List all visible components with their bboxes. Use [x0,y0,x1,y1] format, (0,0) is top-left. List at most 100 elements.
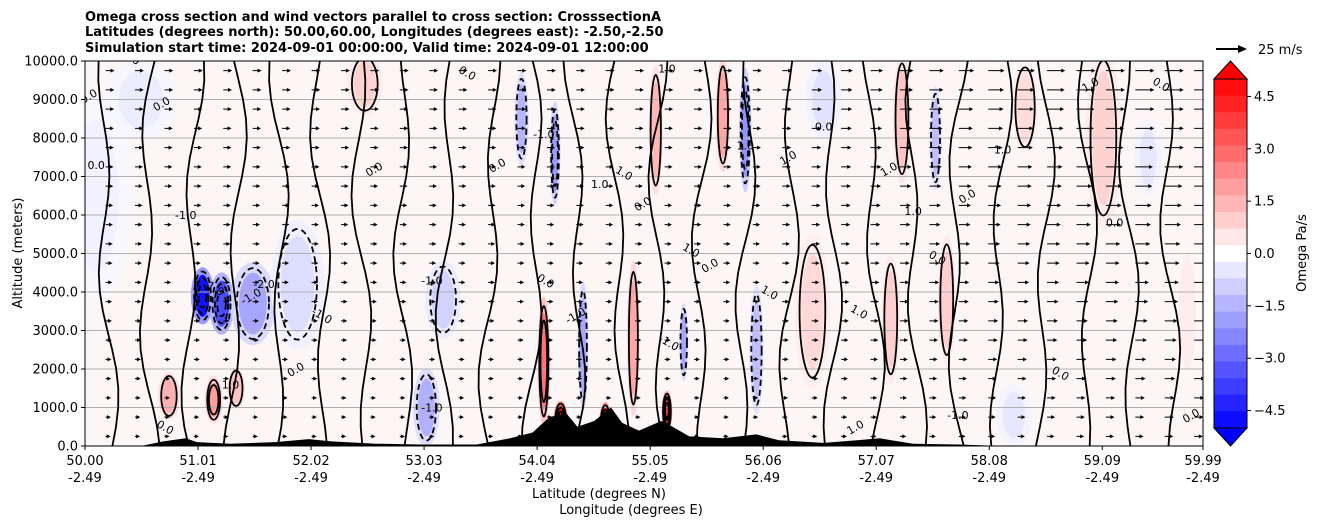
wind-vector-head-34-6 [1113,318,1118,323]
contour-7-1 [208,384,220,416]
wind-vector-head-20-11 [697,222,702,227]
wind-vector-head-5-2 [254,395,259,400]
x-tick-label-lat-2: 52.02 [292,454,329,469]
wind-vector-head-3-15 [197,145,202,150]
wind-vector-head-31-14 [1028,164,1033,169]
wind-vector-head-7-3 [313,376,318,381]
wind-vector-head-8-17 [345,107,350,112]
zero-contour-8 [434,61,455,446]
wind-vector-head-31-4 [1022,357,1027,362]
wind-vector-head-8-15 [345,145,350,150]
wind-vector-head-34-4 [1112,357,1117,362]
wind-vector-head-12-8 [461,280,466,285]
wind-vector-head-20-10 [697,241,702,246]
zero-contour-25 [1159,61,1182,446]
wind-vector-head-33-15 [1089,145,1094,150]
x-tick-label-lat-1: 51.01 [179,454,216,469]
wind-vector-head-13-10 [491,241,496,246]
wind-vector-head-14-5 [519,338,524,343]
wind-vector-head-5-6 [255,318,259,323]
wind-vector-head-12-15 [462,145,467,150]
wind-vector-head-1-12 [138,203,143,208]
omega-feature-0 [195,274,210,318]
colorbar-band-15 [1214,328,1247,346]
wind-vector-head-9-4 [372,357,377,362]
wind-vector-head-17-7 [608,299,613,304]
wind-vector-head-9-9 [373,261,378,266]
contour-6-0 [160,375,178,417]
wind-vector-head-16-5 [578,338,583,343]
wind-vector-head-27-14 [907,164,912,169]
wind-vector-head-13-19 [492,68,497,73]
x-tick-label-lon-2: -2.49 [294,471,328,486]
wind-vector-head-6-17 [286,107,291,112]
wind-vector-head-5-11 [256,222,260,227]
wind-vector-head-14-1 [518,415,523,420]
wind-vector-head-24-7 [815,299,820,304]
wind-vector-head-10-2 [401,395,406,400]
wind-vector-head-12-6 [460,318,465,323]
wind-vector-head-11-15 [433,145,438,150]
wind-vector-head-29-10 [966,241,971,246]
wind-vector-head-31-11 [1026,222,1031,227]
wind-vector-head-7-0 [312,434,317,439]
wind-vector-head-11-6 [431,318,436,323]
wind-vector-head-34-0 [1109,434,1114,439]
y-tick-label-2: 2000.0 [33,363,79,378]
wind-vector-head-0-0 [106,434,111,439]
wind-vector-head-26-18 [878,87,883,92]
wind-vector-head-18-19 [640,68,645,73]
wind-vector-head-20-6 [696,318,701,323]
wind-vector-head-9-17 [374,107,379,112]
wind-vector-head-30-1 [991,415,996,420]
wind-vector-head-23-13 [786,184,791,189]
wind-vector-head-1-1 [136,415,141,420]
contour-3-0 [277,228,318,341]
wind-vector-head-24-4 [814,357,819,362]
wind-vector-head-17-11 [609,222,614,227]
contour-label-1: 0.0 [87,159,105,172]
contour-7-0 [206,378,222,421]
wind-vector-head-27-15 [907,145,912,150]
wind-vector-head-33-0 [1080,434,1085,439]
wind-vector-head-17-12 [609,203,614,208]
wind-vector-head-30-19 [1000,68,1005,73]
wind-vector-head-1-15 [139,145,144,150]
wind-vector-head-10-1 [401,415,406,420]
wind-vector-head-23-2 [784,395,789,400]
contour-label-16: -1.0 [533,128,554,141]
contour-label-34: 1.0 [994,143,1012,156]
wind-vector-head-12-5 [460,338,465,343]
wind-vector-head-12-3 [460,376,465,381]
zero-contour-22 [1035,61,1056,446]
wind-vector-head-27-10 [906,241,911,246]
wind-vector-head-9-15 [374,145,379,150]
wind-vector-head-29-7 [964,299,969,304]
wind-vector-head-18-12 [638,203,643,208]
wind-vector-head-15-13 [550,184,555,189]
wind-vector-head-6-6 [284,318,289,323]
wind-vector-head-24-0 [813,434,818,439]
wind-vector-head-0-9 [108,261,113,266]
wind-vector-head-19-2 [666,395,671,400]
wind-vector-head-31-12 [1027,203,1032,208]
omega-feature-24 [751,301,761,398]
wind-vector-head-28-7 [934,299,939,304]
zero-contour-3 [222,61,248,446]
wind-vector-head-3-0 [194,434,199,439]
wind-vector-head-11-16 [433,126,438,131]
wind-vector-head-1-18 [139,87,144,92]
wind-vector-head-32-19 [1061,68,1066,73]
wind-vector-head-0-6 [107,318,112,323]
wind-vector-head-32-9 [1055,261,1060,266]
wind-vector-head-34-7 [1114,299,1119,304]
wind-vector-head-11-3 [430,376,435,381]
wind-vector-head-7-11 [314,222,319,227]
wind-vector-head-25-16 [847,126,852,131]
contour-30-0 [939,243,955,356]
contour-27-0 [883,262,899,376]
contour-label-19: 1.0 [591,178,609,191]
wind-vector-head-8-19 [345,68,350,73]
wind-vector-head-7-17 [316,107,321,112]
wind-vector-head-17-14 [609,164,614,169]
